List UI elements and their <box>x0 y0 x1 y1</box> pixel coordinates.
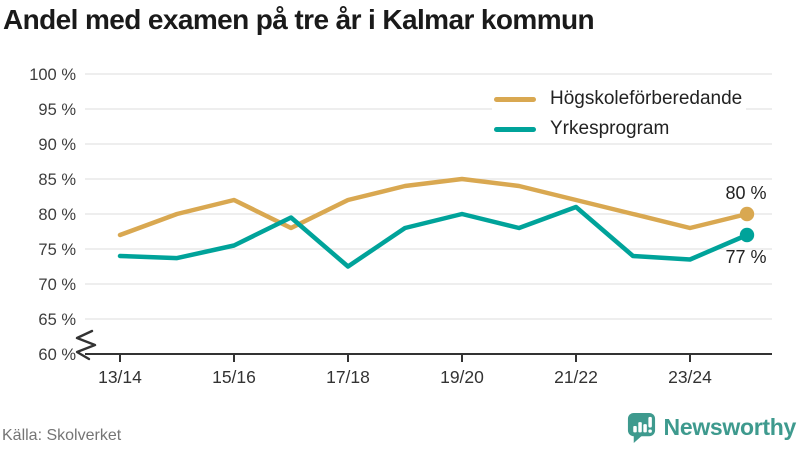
legend: Högskoleförberedande Yrkesprogram <box>492 86 747 142</box>
source-credit: Källa: Skolverket <box>2 427 122 444</box>
legend-swatch-yrkesprogram-icon <box>494 126 536 132</box>
legend-item-hogskoleforberedande: Högskoleförberedande <box>492 86 747 112</box>
x-axis-label-19/20: 19/20 <box>440 367 484 387</box>
series-end-marker-0 <box>739 206 755 222</box>
x-axis-label-13/14: 13/14 <box>98 367 142 387</box>
y-axis-label-80: 80 % <box>38 206 76 224</box>
newsworthy-logo: Newsworthy <box>626 411 796 444</box>
series-end-label-1: 77 % <box>725 247 766 267</box>
y-axis-label-100: 100 % <box>29 66 76 84</box>
legend-swatch-hogskoleforberedande-icon <box>494 96 536 102</box>
y-axis-label-60: 60 % <box>38 346 76 364</box>
axis-break-icon <box>75 329 97 361</box>
series-end-label-0: 80 % <box>725 183 766 203</box>
series-end-marker-1 <box>739 227 755 243</box>
y-axis-label-65: 65 % <box>38 311 76 329</box>
series-line-1 <box>117 204 750 269</box>
x-axis-label-15/16: 15/16 <box>212 367 256 387</box>
y-axis-label-70: 70 % <box>38 276 76 294</box>
x-axis-label-23/24: 23/24 <box>668 367 712 387</box>
legend-item-yrkesprogram: Yrkesprogram <box>492 116 747 142</box>
x-axis-label-21/22: 21/22 <box>554 367 598 387</box>
legend-label-yrkesprogram: Yrkesprogram <box>550 118 670 139</box>
y-axis-label-95: 95 % <box>38 101 76 119</box>
page-title: Andel med examen på tre år i Kalmar komm… <box>3 4 595 35</box>
y-axis-label-90: 90 % <box>38 136 76 154</box>
x-axis-label-17/18: 17/18 <box>326 367 370 387</box>
newsworthy-bubble-chart-icon <box>627 412 655 443</box>
legend-label-hogskoleforberedande: Högskoleförberedande <box>550 88 743 109</box>
series-line-0 <box>117 176 750 238</box>
y-axis-label-75: 75 % <box>38 241 76 259</box>
newsworthy-wordmark: Newsworthy <box>663 414 797 440</box>
y-axis-label-85: 85 % <box>38 171 76 189</box>
